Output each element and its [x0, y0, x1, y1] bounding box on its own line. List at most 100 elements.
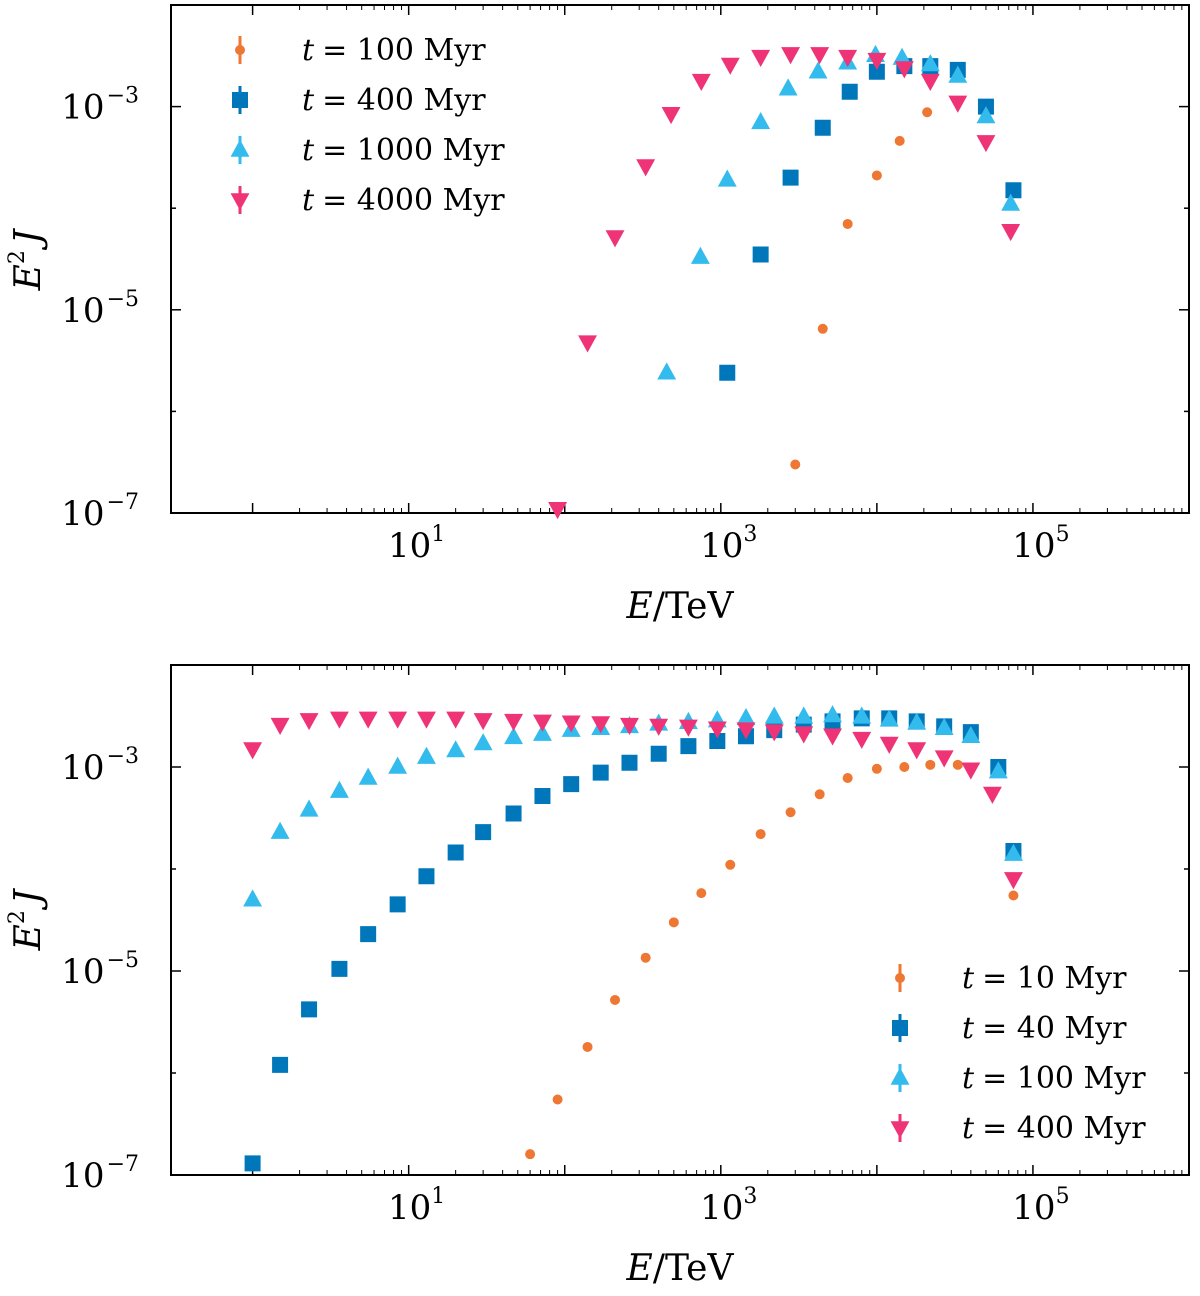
series-3 — [548, 47, 1021, 520]
data-point — [808, 61, 828, 79]
data-point — [868, 63, 885, 80]
data-point — [736, 707, 756, 726]
data-point — [785, 807, 796, 818]
data-point — [473, 713, 493, 731]
data-point — [329, 711, 349, 729]
data-point — [790, 459, 801, 470]
data-point — [534, 787, 551, 804]
top-legend-label: t = 4000 Myr — [302, 183, 505, 218]
data-point — [988, 761, 1008, 779]
data-point — [691, 73, 711, 92]
data-point — [1005, 182, 1022, 199]
bottom-plot-frame — [170, 664, 1190, 1176]
data-point — [764, 724, 784, 742]
bottom-legend: t = 10 Myr t = 40 Myr t = 100 Myr t = 400 My… — [890, 961, 1146, 1146]
data-point — [243, 742, 263, 760]
data-point — [852, 731, 872, 749]
data-point — [578, 335, 597, 353]
data-point — [299, 799, 319, 817]
data-point — [329, 780, 349, 798]
data-point — [823, 728, 842, 746]
top-ytick-label: 10−7 — [61, 490, 139, 534]
data-point — [719, 364, 736, 381]
data-point — [782, 169, 799, 186]
data-point — [620, 717, 639, 736]
data-point — [871, 170, 882, 181]
bottom-ytick-label: 10−5 — [61, 948, 139, 992]
data-point — [358, 711, 378, 729]
data-point — [934, 717, 954, 735]
data-point — [852, 706, 872, 724]
data-point — [720, 57, 740, 75]
data-point — [907, 742, 927, 760]
bottom-legend-label: t = 10 Myr — [962, 961, 1127, 996]
data-point — [934, 750, 954, 768]
data-point — [838, 49, 858, 68]
data-point — [948, 65, 968, 83]
data-point — [709, 732, 726, 749]
data-point — [605, 230, 625, 248]
bottom-xtick-label: 103 — [700, 1184, 757, 1228]
bottom-legend-entry: t = 40 Myr — [892, 1011, 1127, 1046]
data-point — [299, 713, 319, 731]
data-point — [871, 763, 882, 774]
data-point — [270, 821, 290, 839]
data-point — [563, 776, 580, 793]
data-point — [778, 78, 798, 96]
legend-marker — [230, 139, 250, 157]
data-point — [272, 1056, 289, 1073]
series-0 — [525, 759, 1019, 1160]
top-ticks — [171, 4, 1190, 514]
data-point — [842, 218, 853, 229]
data-point — [504, 727, 524, 745]
data-point — [810, 47, 830, 65]
data-point — [755, 829, 766, 840]
top-plot-frame — [170, 4, 1190, 514]
data-point — [952, 759, 963, 770]
data-point — [447, 844, 464, 861]
data-point — [505, 805, 522, 822]
legend-marker — [890, 1067, 910, 1085]
data-point — [794, 726, 814, 744]
data-point — [696, 888, 707, 899]
bottom-x-axis-label: E/TeV — [626, 1248, 735, 1289]
data-point — [841, 83, 858, 100]
data-point — [781, 47, 801, 65]
data-point — [925, 759, 936, 770]
data-point — [243, 889, 263, 907]
data-point — [751, 49, 771, 68]
top-legend-label: t = 400 Myr — [302, 83, 486, 118]
data-point — [417, 746, 436, 764]
data-point — [678, 719, 698, 737]
data-point — [961, 762, 981, 780]
bottom-legend-entry: t = 10 Myr — [895, 961, 1127, 996]
data-point — [879, 736, 899, 754]
data-point — [446, 711, 466, 729]
data-point — [1008, 890, 1019, 901]
data-point — [657, 362, 677, 380]
data-point — [814, 119, 831, 136]
data-point — [552, 1094, 563, 1105]
data-point — [725, 859, 736, 870]
data-point — [879, 709, 899, 727]
data-point — [751, 111, 771, 130]
data-point — [920, 73, 940, 92]
data-point — [894, 61, 914, 79]
legend-marker — [230, 193, 250, 211]
data-point — [360, 926, 377, 943]
top-xtick-label: 101 — [388, 522, 445, 566]
data-point — [976, 135, 996, 153]
data-point — [661, 107, 681, 125]
data-point — [621, 754, 638, 771]
top-marks — [548, 44, 1022, 520]
data-point — [548, 502, 568, 520]
data-point — [1003, 843, 1023, 861]
bottom-legend-entry: t = 400 Myr — [890, 1111, 1146, 1146]
data-point — [504, 713, 524, 731]
data-point — [814, 789, 825, 800]
data-point — [794, 706, 814, 724]
top-legend-entry: t = 4000 Myr — [230, 183, 505, 218]
data-point — [668, 917, 679, 928]
data-point — [922, 107, 933, 118]
